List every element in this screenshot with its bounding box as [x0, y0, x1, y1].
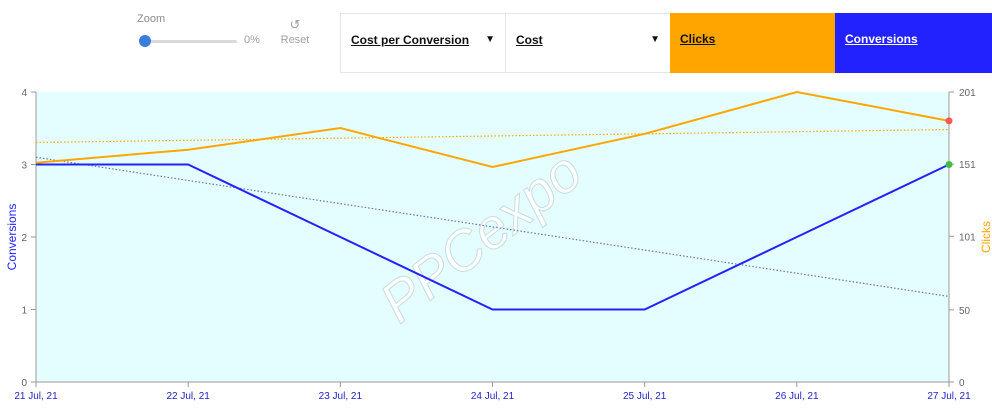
legend-label-clicks: Clicks: [680, 32, 716, 46]
undo-icon: ↺: [289, 17, 301, 32]
y2-axis-title: Clicks: [979, 221, 992, 253]
zoom-slider-thumb[interactable]: [139, 35, 151, 47]
legend-button-clicks[interactable]: Clicks: [670, 13, 836, 73]
x-tick-label: 22 Jul, 21: [166, 391, 210, 402]
data-point-clicks: [945, 117, 953, 125]
select-label: Cost: [516, 33, 543, 47]
zoom-slider-track[interactable]: [145, 40, 237, 43]
y2-tick-label: 50: [959, 306, 971, 317]
series-line-clicks: [35, 90, 950, 169]
y2-tick-label: 0: [959, 378, 965, 389]
chevron-down-icon: ▼: [485, 34, 495, 45]
y2-tick-label: 151: [959, 160, 976, 171]
y-tick-label: 1: [21, 306, 27, 317]
x-tick-label: 27 Jul, 21: [927, 391, 971, 402]
trendline-clicks: [35, 128, 950, 144]
legend-label-conversions: Conversions: [845, 32, 918, 46]
x-tick-label: 21 Jul, 21: [14, 391, 58, 402]
x-tick-label: 26 Jul, 21: [775, 391, 819, 402]
select-label: Cost per Conversion: [351, 33, 470, 47]
metric-select-cost-per-conversion[interactable]: Cost per Conversion ▼: [340, 13, 506, 73]
y-tick-label: 4: [21, 88, 27, 99]
legend-button-conversions[interactable]: Conversions: [835, 13, 992, 73]
reset-button[interactable]: ↺ Reset: [278, 17, 312, 47]
zoom-value: 0%: [244, 34, 260, 46]
zoom-label: Zoom: [137, 13, 166, 25]
x-tick-label: 24 Jul, 21: [471, 391, 515, 402]
y2-tick-label: 201: [959, 88, 976, 99]
x-tick-label: 23 Jul, 21: [319, 391, 363, 402]
chevron-down-icon: ▼: [650, 34, 660, 45]
y-tick-label: 3: [21, 161, 27, 172]
y2-tick-label: 101: [959, 232, 976, 243]
series-line-conversions: [36, 163, 950, 311]
y-axis-title: Conversions: [5, 204, 19, 271]
y-tick-label: 2: [21, 233, 27, 244]
reset-label: Reset: [280, 34, 310, 46]
data-point-conversions: [945, 161, 953, 168]
x-tick-label: 25 Jul, 21: [623, 391, 667, 402]
metric-select-cost[interactable]: Cost ▼: [505, 13, 671, 73]
y-tick-label: 0: [21, 378, 27, 389]
